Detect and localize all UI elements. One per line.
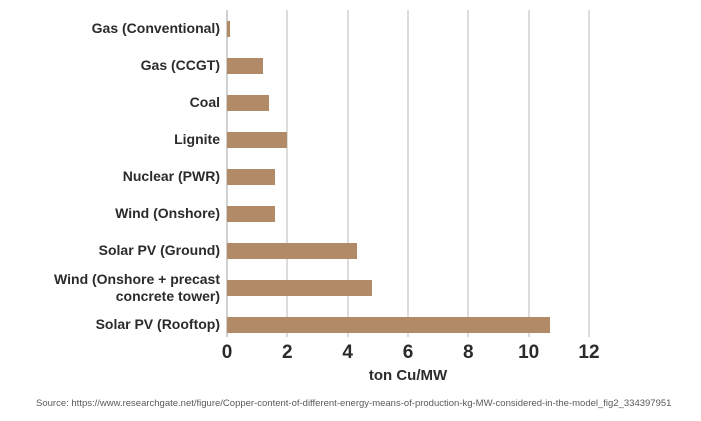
bar xyxy=(227,316,550,333)
category-label: Gas (CCGT) xyxy=(140,57,220,73)
bar-track xyxy=(227,232,589,269)
x-axis-title: ton Cu/MW xyxy=(368,367,448,384)
bar xyxy=(227,20,231,37)
bar-row: Solar PV (Ground) xyxy=(0,232,589,269)
bar xyxy=(227,279,372,296)
category-label: Solar PV (Rooftop) xyxy=(95,316,220,332)
bar-row: Wind (Onshore + precast concrete tower) xyxy=(0,269,589,306)
bar-row: Wind (Onshore) xyxy=(0,195,589,232)
gridline xyxy=(407,10,409,337)
bar-rows: Gas (Conventional) Gas (CCGT) Coal Lignite N… xyxy=(0,10,589,343)
gridline xyxy=(527,10,530,337)
x-tick-label: 2 xyxy=(282,342,293,363)
bar xyxy=(227,205,276,222)
bar-track xyxy=(227,195,589,232)
category-label: Lignite xyxy=(174,131,220,147)
category-label: Solar PV (Ground) xyxy=(98,242,220,258)
x-tick-label: 0 xyxy=(221,342,233,363)
x-tick-label: 6 xyxy=(402,342,414,363)
gridline xyxy=(286,10,289,337)
bar-track xyxy=(227,121,589,158)
gridline xyxy=(346,10,349,337)
bar-track xyxy=(227,84,589,121)
bar xyxy=(227,168,276,185)
category-label: Wind (Onshore) xyxy=(115,205,220,221)
bar xyxy=(227,57,264,74)
gridline xyxy=(588,10,590,337)
category-label: Coal xyxy=(189,94,220,110)
chart-area: Gas (Conventional) Gas (CCGT) Coal Lignite N… xyxy=(0,10,600,384)
bar-row: Gas (CCGT) xyxy=(0,47,589,84)
bar-row: Gas (Conventional) xyxy=(0,10,589,47)
source-citation: Source: https://www.researchgate.net/fig… xyxy=(36,398,672,409)
bar-track xyxy=(227,47,589,84)
x-tick-label: 10 xyxy=(518,342,540,363)
bar xyxy=(227,242,357,259)
x-tick-label: 4 xyxy=(342,342,353,363)
bar-track xyxy=(227,158,589,195)
category-label: Gas (Conventional) xyxy=(91,20,220,36)
bar-row: Nuclear (PWR) xyxy=(0,158,589,195)
x-axis-ticks: 0 2 4 6 8 10 12 xyxy=(222,342,600,366)
x-tick-label: 12 xyxy=(578,342,600,363)
bar xyxy=(227,94,270,111)
category-label: Nuclear (PWR) xyxy=(122,168,220,184)
bar-row: Solar PV (Rooftop) xyxy=(0,306,589,343)
bar-track xyxy=(227,10,589,47)
bar-track xyxy=(227,269,589,306)
bar-track xyxy=(227,306,589,343)
bar xyxy=(227,131,288,148)
category-label: Wind (Onshore + precast concrete tower) xyxy=(54,270,220,304)
gridline xyxy=(467,10,470,337)
x-tick-label: 8 xyxy=(463,342,474,363)
bar-row: Lignite xyxy=(0,121,589,158)
bar-row: Coal xyxy=(0,84,589,121)
